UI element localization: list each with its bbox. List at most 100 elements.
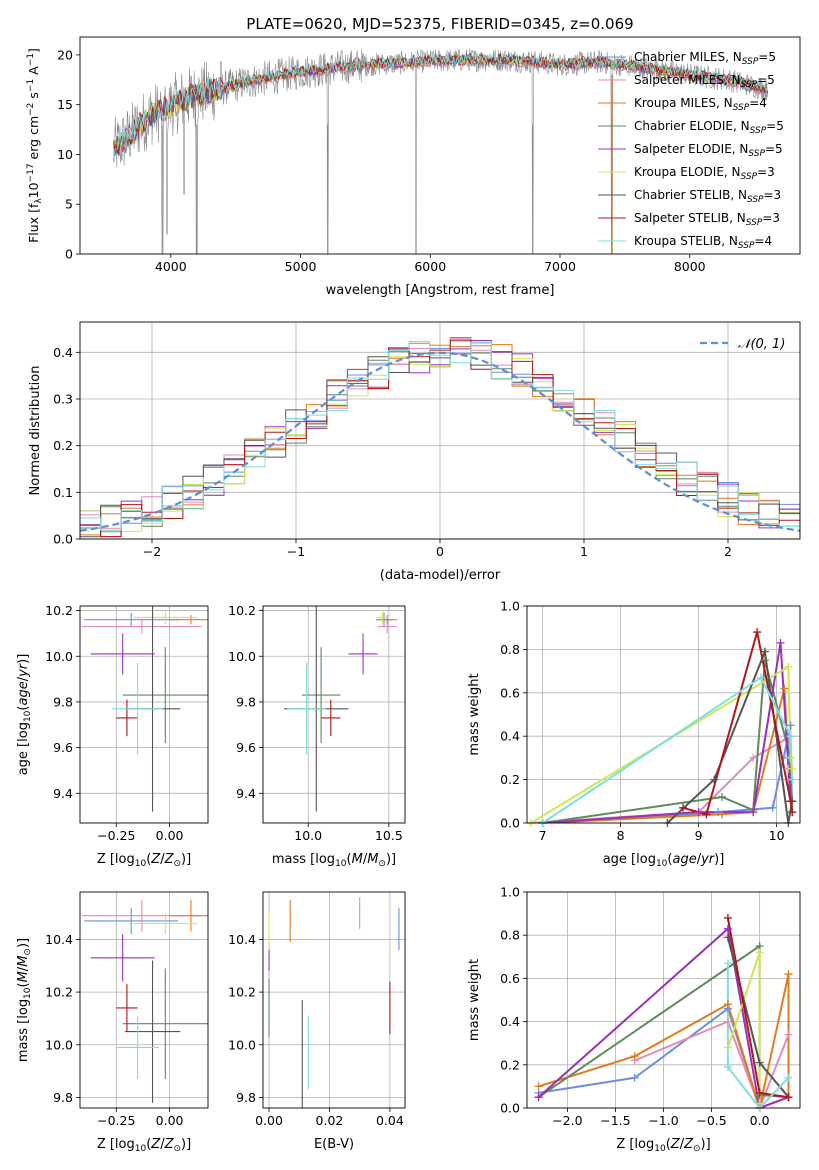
weight-point-marker [760, 656, 769, 665]
weight-point-marker [786, 732, 795, 741]
x-tick-label: −2.0 [552, 1113, 582, 1128]
y-tick-label: 9.6 [53, 740, 73, 755]
x-tick-label: −0.5 [696, 1113, 726, 1128]
label-part: age [log [603, 852, 656, 867]
axes-frame [526, 891, 801, 1109]
weight-point-marker [784, 970, 793, 979]
label-part: mass [log [16, 999, 31, 1062]
weight-point-marker [760, 647, 769, 656]
label-part: Chabrier ELODIE, N [634, 119, 750, 133]
plot-area-weight-age [530, 631, 794, 823]
panel-residuals: −2 −1 0 1 2 0.0 0.1 0.2 0.3 0.4 (data-model)/error… [28, 321, 801, 583]
label-part: =3 [757, 165, 775, 179]
weight-point-marker [723, 1043, 732, 1052]
label-part: erg cm [26, 116, 41, 164]
label-part: / [363, 852, 368, 867]
legend-label: Chabrier MILES, NSSP=5 [634, 50, 776, 67]
weight-point-marker [784, 1030, 793, 1039]
y-tick-label: 10.4 [228, 932, 256, 947]
panel-weight-Z: −2.0 −1.5 −1.0 −0.5 0.0 0.0 0.2 0.4 0.6 0.8 1.0 Z [… [467, 885, 801, 1154]
label-part: Kroupa ELODIE, N [634, 165, 741, 179]
y-tick-label: 0.2 [500, 772, 520, 787]
residual-histogram [80, 340, 800, 539]
x-tick-label: 0.00 [255, 1113, 283, 1128]
weight-point-marker [757, 673, 765, 682]
y-tick-label: 0.6 [500, 971, 520, 986]
label-part: M [16, 956, 31, 967]
x-tick-label: 0.00 [156, 1113, 184, 1128]
weight-point-marker [710, 775, 719, 784]
x-tick-label: −1.0 [648, 1113, 678, 1128]
y-tick-label: 0.4 [500, 1014, 520, 1029]
label-part: =3 [764, 188, 782, 202]
x-tick-label: 5000 [285, 259, 317, 274]
x-tick-label: 4000 [155, 259, 187, 274]
residual-histogram [80, 337, 800, 539]
label-part: ] [26, 48, 41, 53]
label-part: 10 [135, 1144, 147, 1154]
y-tick-label: 0 [65, 247, 73, 262]
label-part: Z [log [616, 1137, 654, 1152]
x-tick-label: 8000 [674, 259, 706, 274]
y-tick-label: 10.0 [45, 649, 73, 664]
y-tick-label: 0.8 [500, 642, 520, 657]
label-part: ⊙ [173, 859, 181, 869]
weight-point-marker [723, 1062, 732, 1071]
x-axis-label: E(B-V) [314, 1137, 354, 1152]
label-part: Z [670, 1137, 681, 1152]
x-tick-label: −1.5 [600, 1113, 630, 1128]
weight-point-marker [679, 803, 687, 812]
weight-point-marker [718, 792, 726, 801]
plot-area-age-mass [283, 606, 397, 812]
label-part: λ [34, 198, 44, 204]
weight-point-marker [784, 1093, 793, 1102]
x-tick-label: 0.02 [316, 1113, 344, 1128]
label-part: −17 [26, 163, 36, 182]
label-part: Z [164, 1137, 175, 1152]
label-part: ⊙ [173, 1144, 181, 1154]
label-part: Z [log [97, 1137, 135, 1152]
label-part: ( [666, 1137, 671, 1152]
weight-point-marker [780, 684, 789, 693]
label-part: Salpeter STELIB, N [634, 211, 746, 225]
weight-point-marker [702, 810, 711, 819]
y-axis-label: mass [log10(M/M⊙)] [16, 938, 33, 1062]
label-part: =4 [749, 96, 767, 110]
y-tick-label: 0.2 [500, 1057, 520, 1072]
axes-frame [79, 36, 801, 255]
y-tick-label: 20 [57, 47, 73, 62]
label-part: −2 [26, 103, 36, 116]
y-tick-label: 10.2 [228, 985, 256, 1000]
label-part: SSP [750, 126, 767, 136]
plot-area-residuals [80, 337, 800, 539]
label-part: ( [16, 982, 31, 987]
x-tick-label: 10 [769, 828, 785, 843]
label-part: s [26, 92, 41, 103]
x-tick-label: 10.5 [375, 828, 403, 843]
label-part: )] [181, 1137, 191, 1152]
x-tick-label: 8 [617, 828, 625, 843]
y-tick-label: 0.6 [500, 685, 520, 700]
y-tick-label: 10.0 [228, 649, 256, 664]
x-axis-label: Z [log10(Z/Z⊙)] [97, 1137, 191, 1154]
x-tick-label: 6000 [414, 259, 446, 274]
weight-point-marker [786, 797, 795, 806]
axes-frame [262, 891, 406, 1109]
weight-point-marker [723, 913, 732, 922]
label-part: 10 [335, 859, 347, 869]
weight-point-marker [786, 721, 795, 730]
label-part: SSP [741, 80, 758, 90]
label-part: SSP [741, 172, 758, 182]
label-part: =5 [758, 50, 776, 64]
label-part: 10 [23, 987, 33, 999]
label-part: age [16, 681, 31, 705]
y-tick-label: 9.8 [236, 694, 256, 709]
weight-series-line [537, 926, 789, 1108]
label-part: 10 [23, 710, 33, 722]
x-axis-label: (data-model)/error [380, 568, 501, 583]
label-part: M [367, 852, 378, 867]
label-part: Flux [f [26, 203, 41, 243]
weight-point-marker [784, 1073, 793, 1082]
label-part: ( [16, 706, 31, 711]
y-tick-label: 0.8 [500, 928, 520, 943]
